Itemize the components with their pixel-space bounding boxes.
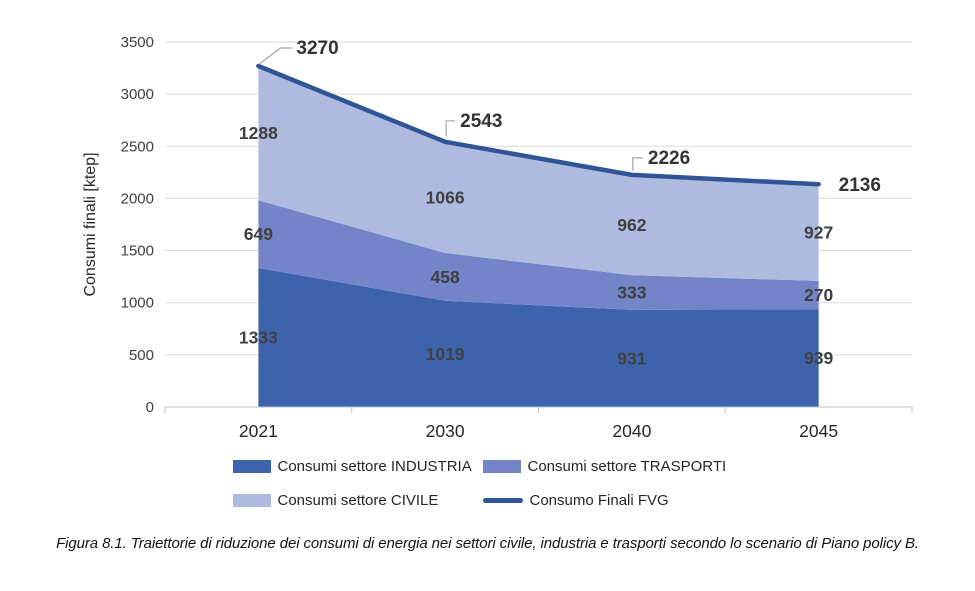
svg-text:0: 0 (146, 399, 154, 416)
industria-swatch (232, 460, 271, 473)
legend-label-fvg: Consumo Finali FVG (529, 492, 669, 509)
svg-text:2136: 2136 (839, 175, 881, 196)
svg-text:1500: 1500 (121, 243, 154, 260)
svg-text:2045: 2045 (799, 421, 838, 441)
svg-text:649: 649 (244, 224, 273, 244)
svg-text:939: 939 (804, 348, 833, 368)
svg-text:3000: 3000 (121, 86, 154, 103)
legend-item-civile: Consumi settore CIVILE (232, 492, 483, 509)
svg-text:458: 458 (431, 267, 460, 287)
svg-text:500: 500 (129, 347, 154, 364)
civile-swatch (232, 494, 271, 507)
svg-text:1288: 1288 (239, 123, 278, 143)
fvg-line-swatch (482, 498, 523, 503)
y-axis-title: Consumi finali [ktep] (82, 152, 99, 296)
legend-label-civile: Consumi settore CIVILE (277, 492, 439, 509)
svg-text:2040: 2040 (612, 421, 651, 441)
figure-caption: Figura 8.1. Traiettorie di riduzione dei… (56, 535, 919, 552)
legend-label-trasporti: Consumi settore TRASPORTI (527, 458, 727, 475)
svg-text:931: 931 (617, 348, 646, 368)
svg-text:2000: 2000 (121, 190, 154, 207)
x-axis (164, 406, 913, 413)
total-line (256, 63, 821, 187)
trasporti-swatch (482, 460, 521, 473)
svg-text:1333: 1333 (239, 327, 278, 347)
stacked-areas (258, 65, 819, 407)
svg-text:2500: 2500 (121, 138, 154, 155)
legend-item-industria: Consumi settore INDUSTRIA (232, 458, 483, 475)
svg-text:962: 962 (617, 215, 646, 235)
svg-text:333: 333 (617, 283, 646, 303)
stacked-area-chart: 0 500 1000 1500 2000 2500 3000 3500 2021 2030 2040… (82, 34, 913, 441)
legend-item-trasporti: Consumi settore TRASPORTI (482, 458, 743, 475)
series-data-labels: 1333 1019 931 939 649 458 333 270 1288 1066 962 927 (239, 123, 834, 368)
svg-text:927: 927 (804, 223, 833, 243)
legend-item-consumo-finali-fvg: Consumo Finali FVG (482, 492, 743, 509)
area-1 (258, 200, 819, 310)
area-2 (258, 65, 819, 281)
svg-text:2226: 2226 (648, 148, 690, 169)
svg-text:2030: 2030 (426, 421, 465, 441)
area-0 (258, 267, 819, 407)
svg-text:3500: 3500 (121, 34, 154, 51)
chart-legend: Consumi settore INDUSTRIA Consumi settor… (232, 458, 743, 509)
svg-text:2021: 2021 (239, 421, 278, 441)
svg-text:270: 270 (804, 285, 833, 305)
legend-label-industria: Consumi settore INDUSTRIA (277, 458, 472, 475)
svg-text:3270: 3270 (296, 38, 338, 59)
y-tick-labels: 0 500 1000 1500 2000 2500 3000 3500 (121, 34, 154, 416)
total-data-labels: 3270 2543 2226 2136 (259, 38, 881, 196)
svg-text:2543: 2543 (460, 111, 502, 132)
x-category-labels: 2021 2030 2040 2045 (239, 421, 838, 441)
svg-text:1019: 1019 (426, 344, 465, 364)
svg-text:1000: 1000 (121, 295, 154, 312)
svg-text:1066: 1066 (426, 187, 465, 207)
